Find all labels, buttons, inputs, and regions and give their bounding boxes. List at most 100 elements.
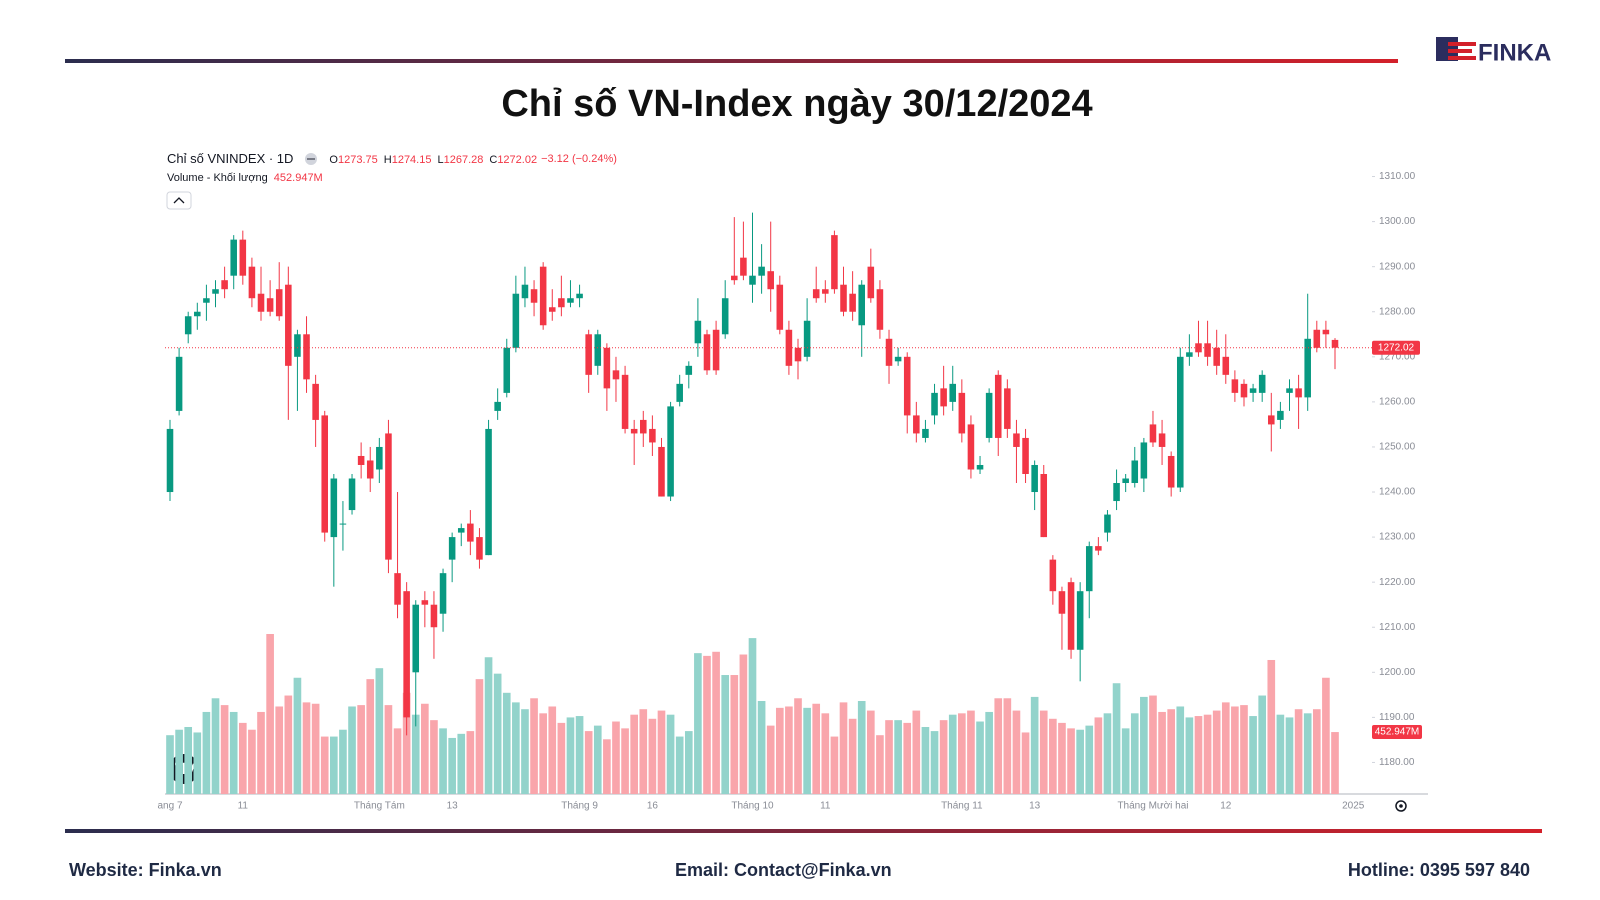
volume-bar: [775, 707, 784, 794]
volume-bar: [648, 718, 657, 794]
candle-body: [467, 523, 474, 542]
ohlc-key: L: [437, 154, 444, 166]
candle-body: [175, 356, 183, 411]
volume-bar: [475, 679, 484, 794]
volume-bar: [812, 703, 821, 794]
ohlc-item: O1273.75: [329, 151, 377, 166]
candle-body: [694, 320, 702, 344]
volume-bar: [603, 739, 611, 794]
candle-body: [785, 329, 793, 366]
candle-body: [421, 600, 429, 605]
candle-body: [212, 289, 219, 294]
volume-bar: [1121, 728, 1130, 794]
candle-body: [548, 307, 556, 312]
change: −3.12 (−0.24%): [541, 152, 617, 165]
volume-bar: [1085, 725, 1094, 794]
x-tick-label: 13: [1029, 801, 1041, 812]
candle-body: [512, 293, 520, 348]
y-tick-label: 1310.00: [1379, 171, 1416, 182]
volume-bar: [876, 735, 884, 794]
candle-body: [1286, 388, 1293, 393]
volume-bar: [484, 657, 493, 794]
candle-body: [1022, 437, 1029, 474]
volume-bar: [757, 701, 766, 794]
x-tick-label: 12: [1220, 801, 1232, 812]
volume-bar: [866, 710, 875, 794]
candle-body: [1231, 379, 1239, 393]
title: Chỉ số VN-Index ngày 30/12/2024: [501, 83, 1092, 125]
candle-body: [221, 280, 228, 290]
candle-body: [1186, 352, 1193, 357]
volume-bar: [1276, 714, 1285, 794]
volume-bar: [1322, 677, 1330, 794]
volume-bar: [794, 698, 802, 794]
volume-bar: [666, 714, 675, 794]
volume-bar: [821, 713, 830, 794]
ohlc-item: L1267.28: [437, 151, 483, 166]
volume-bar: [948, 714, 957, 794]
candle-body: [1067, 582, 1075, 650]
candle-body: [248, 266, 256, 299]
candle-body: [1213, 347, 1220, 366]
x-tick-label: Tháng 9: [561, 801, 598, 812]
candle-body: [958, 392, 966, 434]
bottom-rule: [65, 829, 1542, 833]
volume-bar: [684, 731, 693, 794]
volume-bar: [1049, 718, 1057, 794]
volume-bar: [584, 731, 593, 794]
volume-bar: [1058, 722, 1066, 794]
volume-bar: [1249, 716, 1257, 794]
collapse-button[interactable]: [166, 191, 192, 210]
logo-text: FINKA: [1478, 39, 1551, 66]
volume-bar: [366, 679, 375, 794]
candle-body: [940, 388, 947, 407]
volume-bar: [1167, 709, 1175, 794]
candle-body: [476, 537, 483, 560]
candle-body: [658, 446, 665, 497]
last-price-label: 1272.02: [1378, 342, 1415, 353]
candle-body: [994, 374, 1002, 438]
volume-bar: [766, 725, 775, 794]
volume-bar: [939, 720, 948, 794]
candle-body: [585, 334, 592, 375]
volume-bar: [266, 634, 274, 794]
candle-body: [567, 298, 574, 303]
volume-bar: [985, 711, 993, 794]
candle-body: [649, 428, 656, 443]
candle-body: [376, 446, 383, 470]
candle-body: [740, 257, 747, 276]
candle-body: [257, 293, 265, 312]
candle-body: [558, 298, 565, 308]
candle-body: [339, 523, 347, 525]
candle-body: [903, 356, 911, 416]
volume-legend: Volume - Khối lượng 452.947M: [167, 172, 323, 184]
ohlc-item: C1272.02: [489, 151, 537, 166]
top-rule: [65, 59, 1398, 63]
candle-body: [949, 383, 957, 402]
candle-body: [1295, 388, 1302, 398]
volume-bar: [921, 726, 930, 794]
volume-bar: [466, 731, 475, 794]
y-tick-label: 1220.00: [1379, 577, 1416, 588]
volume-bar: [320, 736, 329, 794]
volume-bar: [375, 668, 384, 794]
volume-bar: [430, 720, 438, 794]
candle-body: [1167, 455, 1175, 488]
candle-body: [685, 365, 693, 375]
candle-body: [1195, 343, 1202, 353]
y-tick-label: 1180.00: [1379, 757, 1415, 768]
candle-body: [385, 433, 392, 560]
candle-body: [776, 284, 784, 330]
candle-body: [1222, 356, 1230, 375]
volume-bar: [448, 737, 456, 794]
candle-body: [767, 271, 774, 290]
x-tick-label: 2025: [1342, 801, 1365, 812]
volume-bar: [202, 711, 211, 794]
candle-body: [330, 478, 338, 538]
volume-bar: [1003, 698, 1012, 794]
candle-body: [412, 604, 420, 673]
ohlc-key: O: [329, 154, 338, 166]
settings-icon[interactable]: [1395, 800, 1407, 812]
candle-body: [275, 289, 283, 317]
